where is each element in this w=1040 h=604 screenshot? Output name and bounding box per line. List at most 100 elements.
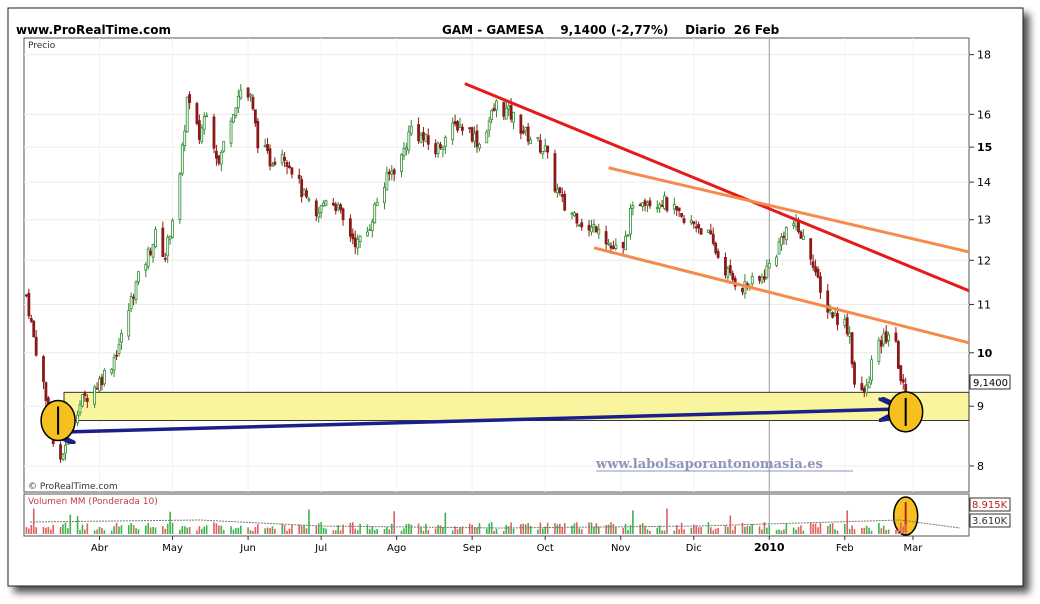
candle-body — [828, 309, 832, 312]
candle-body — [353, 237, 357, 248]
volume-bar — [451, 530, 454, 534]
volume-bar — [578, 528, 581, 534]
blog-url[interactable]: www.labolsaporantonomasia.es — [595, 457, 823, 472]
support-zone — [63, 391, 970, 422]
candle-body — [390, 170, 394, 175]
candle-body — [799, 231, 803, 239]
candle-body — [202, 116, 206, 131]
candle-body — [271, 164, 274, 167]
volume-bar — [673, 530, 676, 534]
volume-bar — [164, 528, 167, 534]
volume-bar — [79, 529, 81, 534]
volume-bar — [179, 529, 181, 534]
candle-body — [419, 134, 423, 143]
volume-bar — [563, 522, 566, 534]
candle-body — [784, 227, 788, 241]
volume-bar — [802, 530, 805, 534]
volume-bar — [468, 523, 471, 534]
candle-body — [692, 221, 696, 225]
volume-bar — [800, 525, 802, 534]
time-tick-label: Jun — [239, 543, 256, 554]
candle-body — [865, 384, 869, 394]
volume-bar — [359, 523, 361, 534]
volume-bar — [656, 527, 659, 534]
candle-body — [672, 204, 676, 210]
watermark: © ProRealTime.com — [28, 482, 118, 492]
volume-bar — [110, 530, 113, 534]
candle-body — [536, 137, 540, 140]
volume-bar — [67, 528, 69, 534]
volume-bar — [388, 529, 391, 534]
volume-bar — [559, 523, 561, 534]
candle-body — [29, 318, 33, 322]
candle-body — [694, 226, 698, 229]
volume-bar — [520, 524, 522, 534]
candle-body — [689, 220, 693, 224]
volume-bar — [325, 528, 327, 534]
volume-bar — [286, 530, 288, 534]
volume-bar — [274, 528, 276, 534]
volume-bar — [646, 529, 649, 534]
volume-bar — [595, 523, 598, 534]
price-axis: 8 9 10 11 12 13 14 15 16 18 — [969, 49, 993, 473]
volume-bar — [897, 528, 900, 534]
candle-body — [663, 195, 666, 209]
candle-body — [443, 137, 447, 147]
volume-bar — [410, 524, 413, 534]
volume-bar — [186, 527, 188, 534]
volume-bar — [132, 525, 135, 534]
volume-bar — [661, 530, 663, 534]
volume-bar — [356, 530, 359, 534]
candle-body — [714, 242, 718, 254]
annotation-layer — [40, 391, 924, 536]
volume-bar — [113, 526, 115, 534]
volume-bar — [744, 526, 746, 534]
candle-body — [300, 179, 304, 198]
volume-bar — [826, 526, 829, 534]
candle-body — [577, 224, 581, 227]
volume-bar — [641, 523, 644, 534]
volume-bar — [707, 522, 710, 534]
volume-bar — [544, 526, 547, 534]
price-tick-label: 13 — [977, 214, 991, 227]
volume-bar — [376, 528, 378, 534]
volume-bar — [878, 522, 880, 534]
candle-body — [604, 231, 608, 245]
time-tick-label: Feb — [836, 543, 854, 554]
volume-bar — [814, 523, 817, 534]
candle-body — [801, 235, 805, 240]
volume-bar — [612, 524, 615, 534]
candle-body — [833, 312, 837, 316]
volume-bar — [266, 527, 269, 534]
volume-bar — [183, 526, 186, 534]
candle-body — [373, 203, 377, 224]
volume-bar — [300, 525, 303, 534]
candle-body — [658, 204, 662, 209]
volume-bar — [485, 528, 488, 534]
volume-bar — [269, 527, 271, 534]
volume-bar — [607, 524, 610, 534]
time-tick-label: Mar — [904, 543, 924, 554]
candle-body — [470, 127, 474, 142]
volume-bar — [829, 524, 831, 534]
volume-bar — [697, 527, 700, 534]
candle-body — [492, 107, 496, 112]
volume-bar — [437, 524, 439, 534]
volume-bar — [237, 527, 240, 534]
volume-bar — [417, 523, 420, 534]
candle-body — [115, 354, 118, 357]
volume-bar — [247, 527, 249, 534]
candle-body — [697, 224, 701, 229]
time-tick-label: Ago — [387, 543, 406, 554]
candle-body — [183, 130, 187, 147]
candlestick-series — [25, 84, 908, 463]
volume-bar — [593, 526, 595, 534]
volume-bar — [28, 528, 30, 534]
candle-body — [387, 171, 391, 175]
volume-bar — [454, 526, 456, 534]
candle-body — [475, 130, 479, 147]
volume-bar — [529, 525, 532, 534]
candle-body — [370, 221, 374, 231]
candle-body — [317, 212, 321, 218]
